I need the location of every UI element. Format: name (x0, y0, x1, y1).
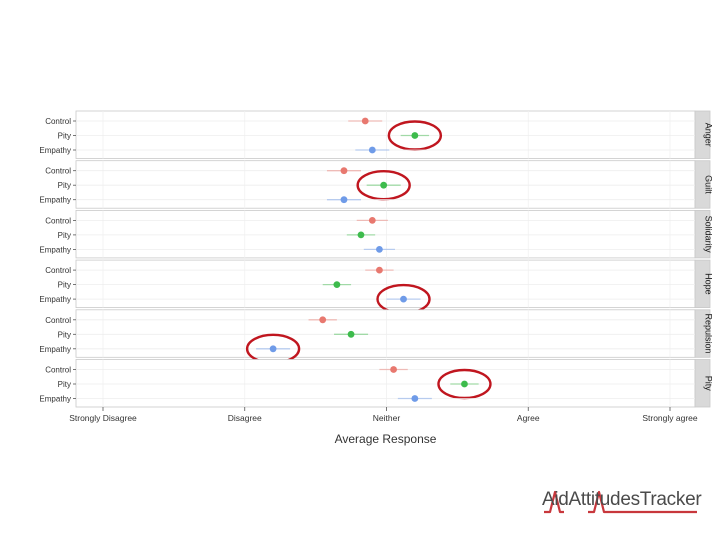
point-guilt-control (340, 167, 348, 175)
strip-label-anger: Anger (704, 123, 714, 147)
y-label-guilt-control: Control (45, 167, 71, 176)
panel-anger (75, 110, 696, 159)
x-tick-label-neither: Neither (373, 413, 401, 423)
panel-solidarity (75, 209, 696, 259)
point-solidarity-control (368, 217, 376, 224)
y-label-anger-pity: Pity (58, 132, 71, 141)
y-label-hope-empathy: Empathy (39, 295, 71, 304)
panel-pity (75, 359, 696, 408)
y-label-solidarity-pity: Pity (58, 231, 71, 240)
x-tick-label-strongly-disagree: Strongly Disagree (69, 413, 137, 423)
point-anger-empathy (368, 146, 376, 154)
logo-text: AidAttitudesTracker (542, 489, 702, 510)
y-label-hope-control: Control (45, 266, 71, 275)
point-anger-pity (411, 132, 419, 139)
strip-hope (694, 259, 711, 309)
strip-pity (694, 359, 711, 408)
heartbeat-line-icon (544, 490, 697, 514)
aid-attitudes-tracker-logo: AidAttitudesTracker (542, 486, 702, 520)
strip-repulsion (694, 309, 711, 358)
y-label-hope-pity: Pity (58, 281, 71, 290)
highlight-ellipse-anger-pity (387, 120, 443, 151)
y-label-pity-control: Control (45, 366, 71, 375)
y-label-pity-pity: Pity (58, 380, 71, 389)
x-tick-label-agree: Agree (517, 413, 540, 423)
y-label-repulsion-empathy: Empathy (39, 345, 71, 354)
point-hope-control (376, 266, 383, 274)
strip-label-hope: Hope (704, 273, 714, 295)
point-solidarity-pity (357, 231, 365, 239)
x-tick-label-strongly-agree: Strongly agree (642, 413, 698, 423)
y-label-anger-empathy: Empathy (39, 146, 71, 155)
point-repulsion-pity (347, 330, 355, 338)
y-label-solidarity-empathy: Empathy (39, 245, 71, 254)
y-label-guilt-empathy: Empathy (39, 196, 71, 205)
point-hope-empathy (400, 295, 407, 303)
strip-label-solidarity: Solidarity (704, 216, 714, 254)
strip-label-pity: Pity (704, 376, 714, 392)
y-label-repulsion-control: Control (45, 316, 71, 325)
y-label-pity-empathy: Empathy (39, 395, 71, 404)
strip-solidarity (694, 209, 711, 259)
strip-label-guilt: Guilt (704, 175, 714, 194)
y-label-solidarity-control: Control (45, 216, 71, 225)
strip-anger (694, 110, 711, 159)
panel-repulsion (75, 309, 696, 358)
point-repulsion-empathy (269, 345, 277, 353)
point-guilt-empathy (340, 196, 348, 204)
point-pity-pity (461, 380, 468, 388)
x-tick-label-disagree: Disagree (228, 413, 262, 423)
y-label-repulsion-pity: Pity (58, 330, 71, 339)
panel-hope (75, 259, 696, 309)
y-label-guilt-pity: Pity (58, 181, 71, 190)
strip-label-repulsion: Repulsion (704, 314, 714, 354)
point-guilt-pity (380, 181, 388, 189)
point-pity-empathy (411, 395, 419, 402)
point-repulsion-control (319, 316, 327, 324)
highlight-ellipse-pity-pity (437, 368, 492, 400)
strip-guilt (694, 160, 711, 209)
point-hope-pity (333, 281, 341, 288)
point-pity-control (390, 366, 397, 373)
x-axis-title: Average Response (335, 432, 437, 446)
point-anger-control (361, 117, 369, 125)
point-solidarity-empathy (376, 246, 383, 253)
y-label-anger-control: Control (45, 117, 71, 126)
highlight-ellipse-guilt-pity (356, 169, 411, 201)
